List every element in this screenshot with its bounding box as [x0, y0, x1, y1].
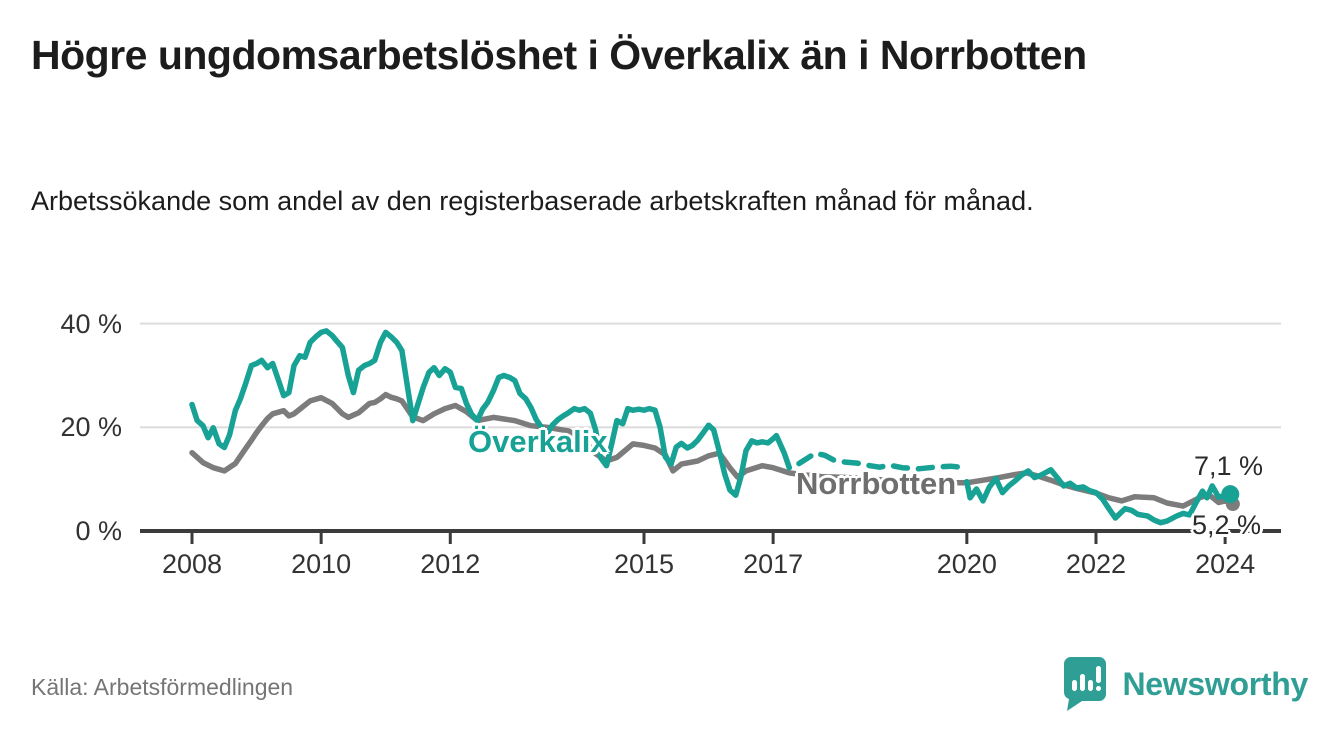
end-value-label-norrbotten: 5,2 % [1192, 510, 1262, 540]
y-axis-label-20: 20 % [60, 412, 122, 443]
end-value-label-overkalix: 7,1 % [1194, 451, 1264, 481]
overkalix-line [189, 328, 793, 498]
x-axis-label-2020: 2020 [936, 549, 997, 579]
x-axis-label-2008: 2008 [161, 549, 223, 579]
newsworthy-bubble-chart-icon [1063, 657, 1106, 711]
gridline-40 [140, 322, 1281, 325]
x-tick-2020 [965, 533, 969, 544]
x-axis-label-2015: 2015 [613, 549, 675, 579]
series-label-overkalix: Överkalix [468, 424, 608, 459]
newsworthy-logo-text: Newsworthy [1122, 665, 1309, 702]
x-tick-2017 [771, 533, 775, 544]
series-label-norrbotten: Norrbotten [796, 466, 957, 501]
x-axis-label-2012: 2012 [420, 549, 481, 579]
chart-subtitle: Arbetssökande som andel av den registerb… [31, 186, 1034, 216]
x-tick-2022 [1094, 533, 1098, 544]
x-axis-label-2024: 2024 [1195, 549, 1256, 579]
x-tick-2024 [1223, 533, 1227, 544]
x-axis-line [140, 529, 1281, 533]
y-axis-label-0: 0 % [75, 516, 122, 546]
overkalix-line [964, 467, 1234, 526]
newsworthy-logo: Newsworthy [1061, 657, 1309, 711]
x-axis-label-2010: 2010 [291, 549, 352, 579]
x-tick-2012 [448, 533, 452, 544]
overkalix-end-dot [1221, 485, 1240, 504]
overkalix-line-sparse [796, 450, 964, 472]
x-tick-2015 [642, 533, 646, 544]
x-axis-label-2017: 2017 [743, 549, 804, 579]
x-tick-2008 [190, 533, 194, 544]
y-axis-label-40: 40 % [60, 308, 122, 339]
x-axis-label-2022: 2022 [1065, 549, 1126, 579]
page-title: Högre ungdomsarbetslöshet i Överkalix än… [31, 32, 1087, 78]
source-note: Källa: Arbetsförmedlingen [31, 674, 294, 700]
x-tick-2010 [319, 533, 323, 544]
